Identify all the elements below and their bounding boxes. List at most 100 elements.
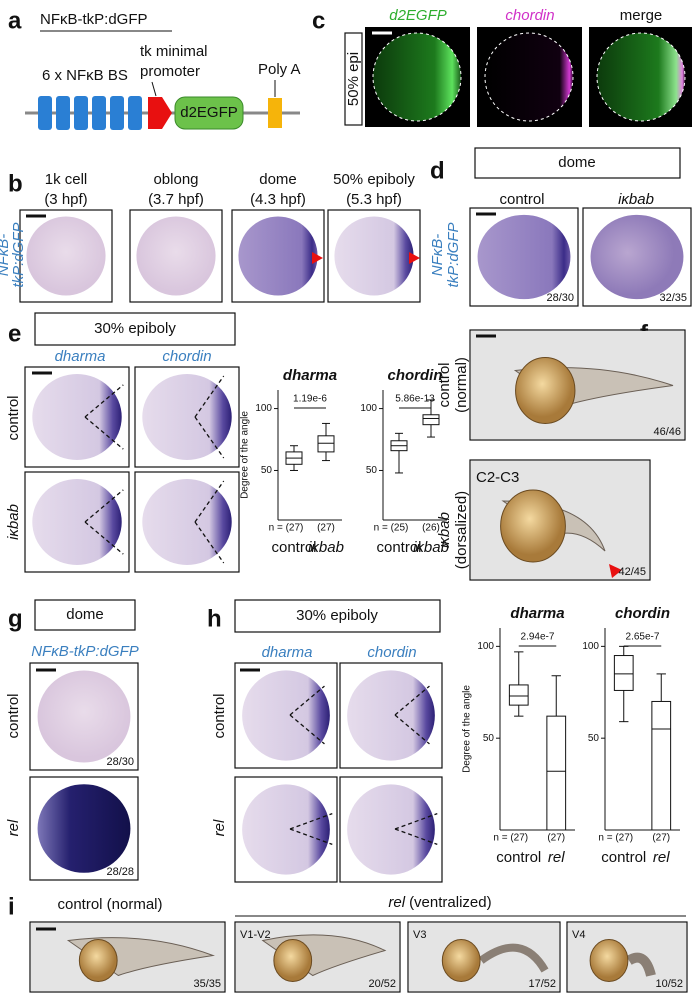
chart-title: dharma	[283, 367, 337, 384]
panel-letter: c	[312, 7, 325, 34]
x-tick-label: control	[376, 539, 421, 556]
row-label: control	[211, 693, 228, 738]
channel-label: merge	[620, 7, 663, 24]
class-label: V4	[572, 929, 585, 941]
stage-label: 1k cell	[45, 171, 88, 188]
column-label: control	[499, 191, 544, 208]
angle-line	[289, 812, 333, 830]
box	[546, 715, 567, 831]
polya-label: Poly A	[258, 61, 301, 78]
frame	[566, 921, 688, 993]
angle-line	[84, 416, 124, 450]
stage-label: 50% epi	[345, 52, 362, 106]
frame	[234, 921, 401, 993]
stage-label: (3.7 hpf)	[148, 191, 204, 208]
embryo	[484, 32, 574, 122]
angle-line	[84, 489, 124, 523]
frame	[19, 209, 113, 303]
count-label: 32/35	[659, 292, 687, 304]
stage-label: (5.3 hpf)	[346, 191, 402, 208]
frame	[474, 147, 681, 179]
embryo	[372, 32, 462, 122]
n-label: (27)	[547, 833, 565, 844]
frame	[407, 921, 561, 993]
count-label: 28/30	[106, 756, 134, 768]
angle-line	[394, 714, 430, 745]
n-label: n = (27)	[493, 833, 528, 844]
embryo	[590, 214, 684, 300]
row-label: NFκB-	[429, 234, 446, 277]
frame	[24, 366, 130, 468]
yolk	[78, 939, 118, 982]
embryo	[37, 670, 131, 763]
yolk	[273, 939, 313, 982]
count-label: 20/52	[368, 978, 396, 990]
chart-title: chordin	[615, 605, 670, 622]
n-label: (27)	[317, 523, 335, 534]
frame	[29, 662, 139, 771]
frame	[344, 32, 363, 126]
stage-label: 30% epiboly	[296, 607, 378, 624]
class-label: V1-V2	[240, 929, 271, 941]
stage-label: dome	[558, 154, 596, 171]
panel-letter: g	[8, 605, 23, 632]
x-tick-label: control	[271, 539, 316, 556]
count-label: 17/52	[528, 978, 556, 990]
yolk	[589, 939, 629, 982]
embryo	[242, 784, 330, 875]
count-label: 46/46	[653, 426, 681, 438]
column-label: chordin	[367, 644, 416, 661]
n-label: n = (25)	[374, 523, 409, 534]
box	[508, 684, 529, 706]
y-tick-label: 50	[483, 733, 495, 744]
chart-title: dharma	[510, 605, 564, 622]
group-label: rel (ventralized)	[388, 894, 491, 911]
binding-site	[38, 96, 52, 130]
p-value: 5.86e-13	[395, 394, 435, 405]
frame	[231, 209, 325, 303]
frame	[339, 776, 443, 883]
y-tick-label: 50	[588, 733, 600, 744]
frame	[469, 459, 651, 581]
frame	[34, 599, 136, 631]
pointer	[151, 81, 157, 97]
panel-letter: h	[207, 605, 222, 632]
chart-title: chordin	[388, 367, 443, 384]
angle-line	[194, 375, 225, 418]
row-label: (dorsalized)	[453, 491, 470, 569]
stage-label: 50% epiboly	[333, 171, 415, 188]
p-value: 1.19e-6	[293, 394, 327, 405]
arrowhead	[609, 564, 622, 578]
y-axis-label: Degree of the angle	[462, 685, 473, 773]
stage-label: (3 hpf)	[44, 191, 87, 208]
row-label: iκbab	[436, 512, 453, 548]
yolk	[500, 489, 566, 563]
box	[613, 655, 634, 691]
embryo	[347, 784, 435, 875]
angle-line	[84, 521, 124, 555]
angle-line	[84, 384, 124, 418]
p-value: 2.65e-7	[626, 632, 660, 643]
y-tick-label: 100	[360, 403, 377, 414]
binding-site	[110, 96, 124, 130]
class-label: C2-C3	[476, 469, 519, 486]
reporter	[174, 96, 244, 130]
stage-label: dome	[66, 606, 104, 623]
fish-tail	[626, 952, 656, 977]
yolk	[515, 357, 576, 424]
frame	[34, 312, 236, 346]
embryo	[334, 216, 414, 296]
frame	[582, 207, 692, 307]
embryo	[32, 374, 122, 460]
group-label: (ventralized)	[409, 894, 492, 911]
fish-tail	[478, 943, 549, 973]
embryo	[37, 784, 131, 873]
row-label: tkP:dGFP	[10, 222, 27, 287]
row-label: control	[5, 693, 22, 738]
stage-label: (4.3 hpf)	[250, 191, 306, 208]
box	[422, 414, 440, 426]
frame	[134, 366, 240, 468]
frame	[234, 776, 338, 883]
angle-line	[194, 416, 225, 459]
